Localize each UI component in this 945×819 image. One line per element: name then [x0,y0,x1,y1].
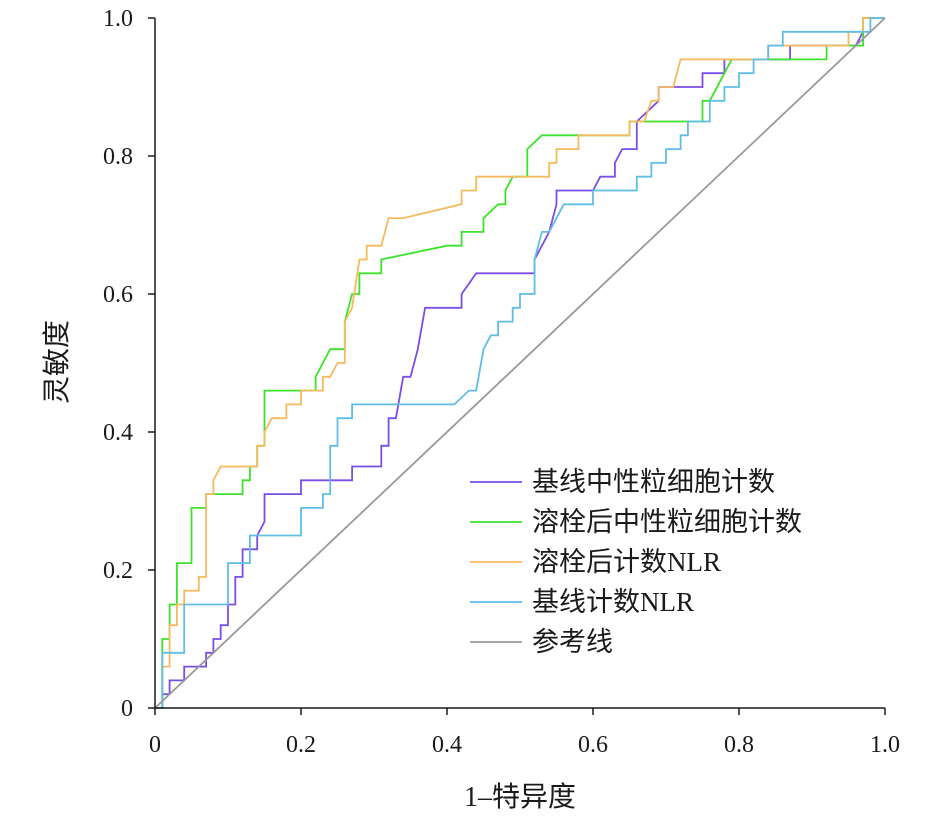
legend-label: 溶栓后中性粒细胞计数 [532,507,802,537]
x-axis-label: 1–特异度 [464,781,576,813]
y-axis-label: 灵敏度 [41,320,73,404]
series-layer [154,17,886,709]
legend-label: 基线中性粒细胞计数 [532,467,775,497]
legend-label: 溶栓后计数NLR [532,547,721,577]
y-tick-label: 0.4 [103,420,133,446]
x-tick-label: 0.8 [724,732,754,758]
x-tick-label: 1.0 [870,732,900,758]
axes [148,17,886,715]
x-tick-label: 0.6 [578,732,608,758]
series-line-2 [155,17,885,709]
y-tick-label: 1.0 [103,6,133,32]
y-tick-label: 0.2 [103,558,133,584]
x-tick-label: 0.4 [432,732,462,758]
series-line-4 [154,17,886,709]
x-tick-label: 0 [149,732,161,758]
legend-label: 基线计数NLR [532,587,694,617]
y-tick-label: 0.6 [103,282,133,308]
legend-label: 参考线 [532,627,613,657]
y-tick-label: 0 [121,696,133,722]
x-tick-label: 0.2 [286,732,316,758]
series-line-3 [155,17,885,709]
y-tick-label: 0.8 [103,144,133,170]
tick-labels: 0 0.2 0.4 0.6 0.8 1.0 0 0.2 0.4 0.6 0.8 1.0 [103,6,900,758]
